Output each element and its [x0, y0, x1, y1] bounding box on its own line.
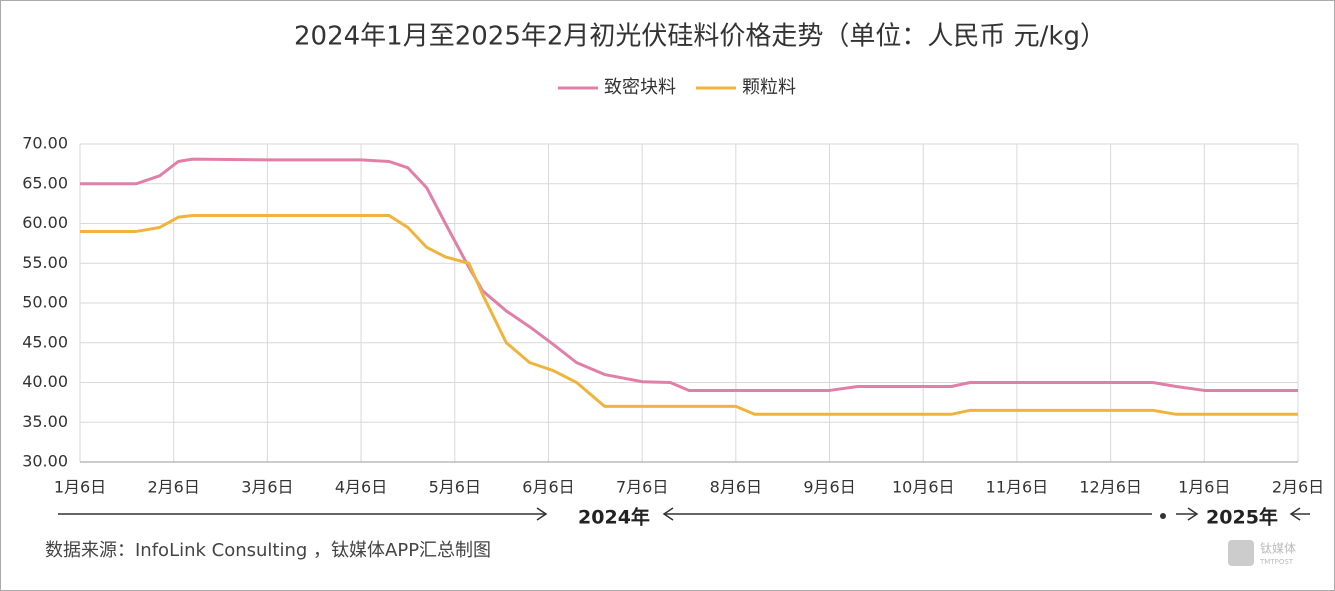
x-tick-label: 1月6日	[54, 478, 106, 497]
legend-label: 致密块料	[604, 77, 676, 98]
source-note: 数据来源：InfoLink Consulting ，钛媒体APP汇总制图	[45, 540, 491, 561]
x-tick-label: 2月6日	[1272, 478, 1324, 497]
series-line	[80, 157, 1298, 392]
chart-title: 2024年1月至2025年2月初光伏硅料价格走势（单位：人民币 元/kg）	[294, 22, 1106, 52]
y-tick-label: 60.00	[22, 213, 68, 232]
y-tick-label: 30.00	[22, 452, 68, 471]
watermark-sub: TMTPOST	[1259, 558, 1294, 566]
x-tick-label: 2月6日	[148, 478, 200, 497]
x-tick-label: 11月6日	[986, 478, 1049, 497]
x-tick-label: 9月6日	[803, 478, 855, 497]
x-tick-label: 6月6日	[522, 478, 574, 497]
y-tick-label: 40.00	[22, 372, 68, 391]
y-tick-label: 50.00	[22, 293, 68, 312]
watermark-logo	[1228, 540, 1254, 566]
x-tick-label: 5月6日	[429, 478, 481, 497]
y-tick-label: 70.00	[22, 134, 68, 153]
x-tick-label: 10月6日	[892, 478, 955, 497]
x-tick-label: 4月6日	[335, 478, 387, 497]
x-tick-label: 12月6日	[1079, 478, 1142, 497]
series-line	[80, 214, 1298, 416]
year-label: 2024年	[578, 506, 650, 529]
year-dot	[1160, 513, 1166, 519]
year-label: 2025年	[1206, 506, 1278, 529]
year-arrows	[58, 507, 1310, 521]
y-tick-label: 35.00	[22, 412, 68, 431]
legend-label: 颗粒料	[742, 77, 796, 98]
watermark: 钛媒体	[1260, 541, 1296, 556]
y-tick-label: 65.00	[22, 173, 68, 192]
y-tick-label: 45.00	[22, 332, 68, 351]
x-tick-label: 3月6日	[241, 478, 293, 497]
y-tick-label: 55.00	[22, 253, 68, 272]
x-tick-label: 8月6日	[710, 478, 762, 497]
x-tick-label: 7月6日	[616, 478, 668, 497]
x-tick-label: 1月6日	[1178, 478, 1230, 497]
